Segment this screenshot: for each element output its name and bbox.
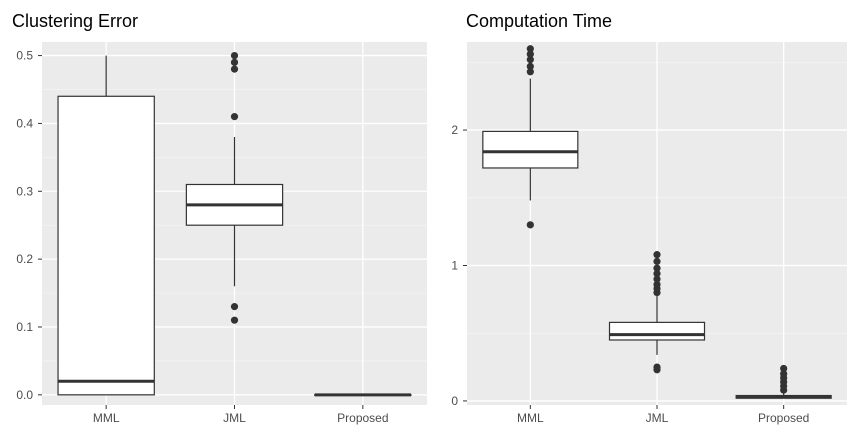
y-tick-label: 0.2 [16,252,33,266]
box-proposed [314,393,412,397]
box-jml [608,251,706,374]
outlier-point [230,316,239,324]
box-iqr [57,95,155,396]
outlier-point [653,251,661,259]
outlier-point [526,56,534,64]
outlier-point [230,51,239,60]
outlier-point [780,364,788,373]
outlier-point [526,62,534,70]
y-tick-label: 2 [451,123,458,137]
outlier-point [526,68,534,76]
y-tick-label: 0.3 [16,184,33,198]
outlier-point [653,280,661,289]
box-jml [185,51,284,324]
outlier-point [230,303,239,311]
outlier-point [653,363,661,371]
outlier-point [230,113,239,121]
outlier-point [653,264,661,272]
y-tick-label: 0.4 [16,116,33,130]
x-tick-label: Proposed [337,411,388,425]
chart-title: Computation Time [466,11,612,31]
computation-time-panel: 0 1 2 MML JML Proposed Computation Time [451,11,847,425]
box-iqr [482,130,579,169]
outlier-point [526,221,534,229]
y-tick-label: 0.0 [16,388,33,402]
outlier-point [780,370,788,378]
outlier-point [230,65,239,73]
outlier-point [653,275,661,283]
x-tick-label: MML [93,411,120,425]
y-tick-label: 0.5 [16,49,33,63]
y-tick-label: 1 [451,258,458,272]
box-proposed [735,364,832,399]
outlier-point [653,270,661,278]
x-tick-label: Proposed [758,411,809,425]
box-mml [57,55,155,396]
outlier-point [526,50,534,58]
y-tick-label: 0 [451,394,458,408]
x-tick-label: MML [517,411,544,425]
outlier-point [653,257,661,266]
clustering-error-panel: 0.0 0.1 0.2 0.3 0.4 0.5 MML JML Proposed Clusteri… [12,11,427,425]
x-tick-label: JML [223,411,246,425]
outlier-point [526,45,534,53]
y-tick-label: 0.1 [16,320,33,334]
chart-title: Clustering Error [12,11,138,31]
box-iqr [608,321,706,341]
x-tick-label: JML [646,411,669,425]
outlier-point [230,58,239,66]
box-mml [482,45,579,229]
